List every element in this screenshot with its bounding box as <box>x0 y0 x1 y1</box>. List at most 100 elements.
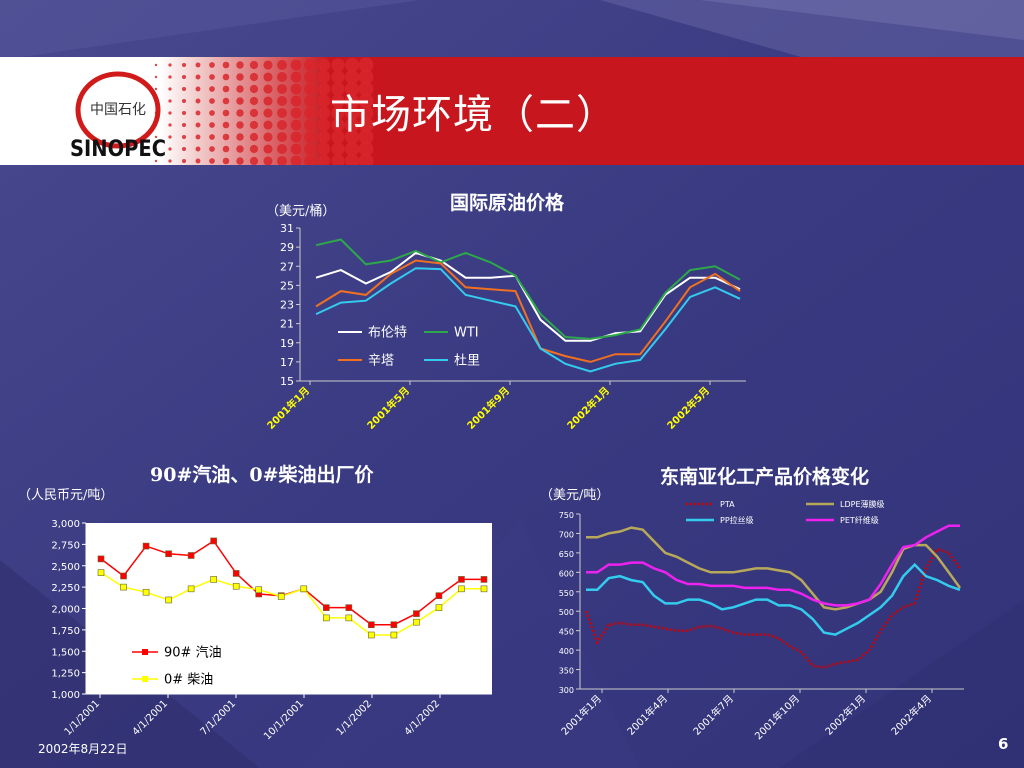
banner-dot <box>181 98 187 104</box>
banner-dot <box>154 135 158 139</box>
banner-dot <box>168 135 172 139</box>
banner-dot <box>263 84 273 94</box>
banner-dot <box>222 145 230 153</box>
banner-dot <box>181 158 187 164</box>
legend-marker <box>142 649 148 655</box>
series-line-3 <box>586 524 960 607</box>
x-tick-label: 2002年5月 <box>664 384 712 432</box>
data-point <box>187 552 195 559</box>
banner-dot <box>290 95 302 107</box>
banner-dot <box>277 60 287 70</box>
x-tick-label: 2001年10月 <box>752 692 802 742</box>
banner-dot <box>168 123 172 127</box>
y-tick-label: 1,500 <box>51 647 80 658</box>
data-point <box>368 631 375 639</box>
y-tick-label: 27 <box>280 260 294 273</box>
banner-dot <box>181 122 187 128</box>
banner-dot <box>277 132 287 142</box>
data-point <box>187 585 195 593</box>
fuel-price-unit-label: （人民币元/吨） <box>18 488 114 503</box>
banner-dot <box>304 119 316 131</box>
data-point <box>390 621 398 629</box>
y-tick-label: 25 <box>280 279 294 292</box>
legend-label: WTI <box>454 326 479 341</box>
banner-dot <box>195 86 201 92</box>
banner-dot <box>344 153 360 165</box>
banner-dot <box>277 144 287 154</box>
series-line-0 <box>315 251 741 342</box>
data-point <box>435 592 443 599</box>
banner-dot <box>249 108 259 118</box>
x-tick-label: 4/1/2002 <box>403 698 443 738</box>
y-tick-label: 1,750 <box>51 626 80 637</box>
banner-dot <box>236 145 244 153</box>
banner-dot <box>290 83 302 95</box>
banner-dot <box>209 86 215 92</box>
data-point <box>322 614 330 622</box>
banner-dot <box>236 73 244 81</box>
legend-label: PET纤维级 <box>840 515 879 525</box>
legend-label: 杜里 <box>454 354 480 369</box>
banner-dot <box>304 131 316 143</box>
banner-dot <box>358 129 374 145</box>
banner-dot <box>344 141 360 157</box>
banner-dot <box>154 63 158 67</box>
x-tick-label: 1/1/2001 <box>63 698 103 738</box>
banner-dot <box>222 121 230 129</box>
banner-dot <box>154 159 158 163</box>
banner-dot <box>317 82 331 96</box>
banner-dot <box>154 75 158 79</box>
svg-text:SINOPEC: SINOPEC <box>70 137 166 162</box>
banner-dot <box>249 96 259 106</box>
data-point <box>390 631 398 639</box>
x-tick-label: 2001年1月 <box>264 384 312 432</box>
chemicals-chart: 300 350 400 450 500 550 600 650 700 750 2001年1月 200… <box>558 499 964 742</box>
banner-dot <box>209 122 215 128</box>
banner-dot <box>331 82 345 96</box>
banner-dot <box>304 59 316 71</box>
data-point <box>210 576 217 583</box>
banner-dot <box>304 143 316 155</box>
banner-dot <box>222 85 230 93</box>
banner-dot <box>290 131 302 143</box>
banner-dot <box>168 87 172 91</box>
x-tick-label: 7/1/2001 <box>199 698 239 738</box>
data-point <box>97 555 105 563</box>
banner-dot <box>195 134 201 140</box>
sinopec-logo: 中国石化 SINOPEC <box>70 71 166 162</box>
y-tick-label: 31 <box>280 222 294 235</box>
banner-dot <box>249 144 259 154</box>
banner-dot <box>168 159 172 163</box>
legend-label: 辛塔 <box>368 354 394 369</box>
y-tick-label: 750 <box>559 511 574 520</box>
banner-dot <box>331 142 345 156</box>
data-point <box>120 583 127 591</box>
data-point <box>142 542 150 550</box>
banner-dot <box>290 155 302 165</box>
banner-dot <box>249 132 259 142</box>
data-point <box>232 582 240 590</box>
y-tick-label: 15 <box>280 375 294 388</box>
banner-dot <box>249 120 259 130</box>
banner-dot <box>277 84 287 94</box>
banner-dot <box>222 157 230 165</box>
banner-dot <box>344 57 360 73</box>
data-point <box>480 585 488 593</box>
data-point <box>435 604 443 611</box>
banner-dot <box>263 156 273 165</box>
banner-dot <box>358 117 374 133</box>
banner-dot <box>317 94 331 108</box>
data-point <box>165 550 172 558</box>
legend-label: 0# 柴油 <box>164 673 213 688</box>
series-line-3 <box>315 267 741 373</box>
x-tick-label: 1/1/2002 <box>335 698 375 738</box>
banner-dot <box>209 146 215 152</box>
y-tick-label: 1,250 <box>51 669 80 680</box>
banner-dot <box>344 105 360 121</box>
y-tick-label: 600 <box>559 569 574 578</box>
banner-dot <box>168 111 172 115</box>
x-tick-label: 2001年9月 <box>464 384 512 432</box>
banner-dot <box>290 143 302 155</box>
banner-dot <box>168 99 172 103</box>
chemicals-unit-label: （美元/吨） <box>540 488 610 503</box>
